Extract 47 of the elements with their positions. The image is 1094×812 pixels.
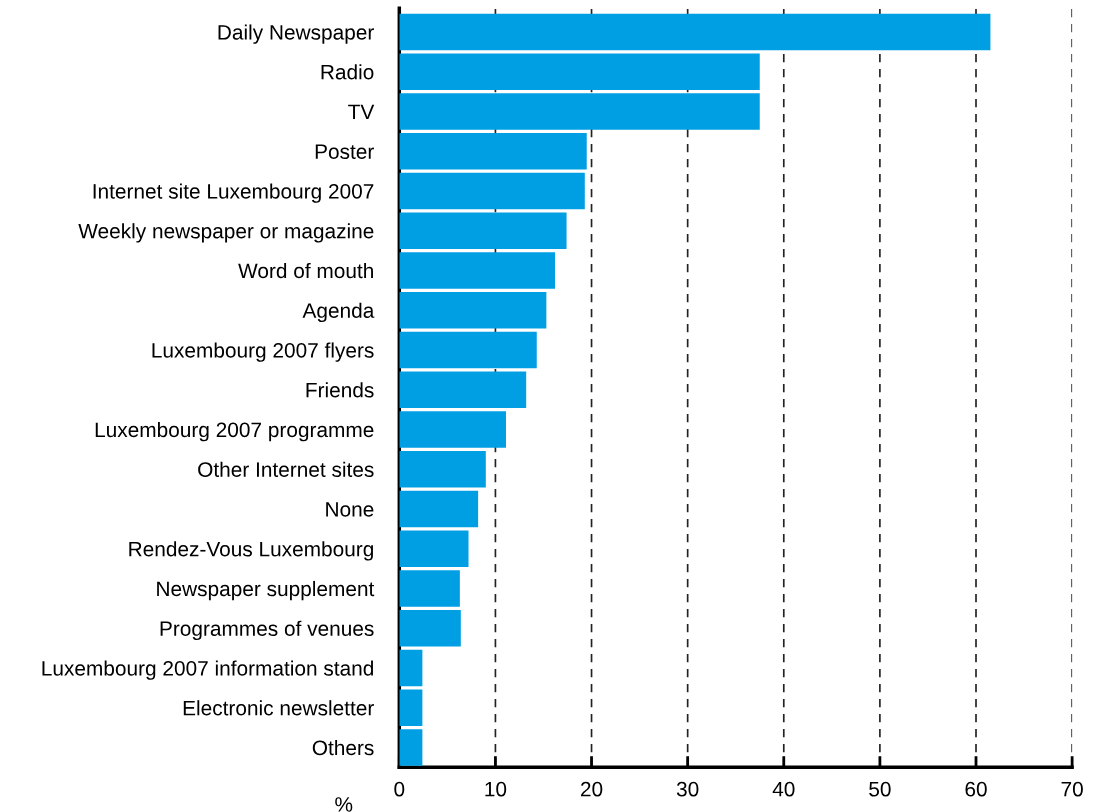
y-tick-label: Luxembourg 2007 flyers [152,342,374,362]
bar [399,331,537,369]
y-tick-label: Word of mouth [238,262,373,279]
x-tick-label: 70 [1061,781,1083,797]
bar [399,53,760,90]
y-tick-label: Agenda [302,302,375,323]
x-axis-title: % [335,797,353,812]
bar [399,450,486,488]
y-tick-label: Others [312,739,374,756]
y-tick-label: Friends [306,382,374,398]
y-tick-label: Weekly newspaper or magazine [78,223,374,243]
y-tick-label: Newspaper supplement [157,580,375,601]
x-tick-label: 50 [869,781,891,797]
bar [399,212,567,249]
bar [399,570,460,607]
bar [399,172,585,210]
x-tick-label: 60 [965,781,987,797]
bar [399,530,469,567]
y-tick-label: Daily Newspaper [218,24,374,44]
y-tick-label: Other Internet sites [198,461,374,477]
bar [399,411,506,448]
x-tick-label: 40 [772,781,795,797]
y-tick-label: Rendez-Vous Luxembourg [129,541,373,561]
bar [399,371,527,408]
bar [399,490,479,528]
y-tick-label: Internet site Luxembourg 2007 [93,183,374,203]
y-tick-label: Luxembourg 2007 programme [95,421,374,442]
y-tick-label: Radio [321,64,374,80]
x-tick-label: 0 [394,781,405,797]
bar [399,252,556,289]
x-tick-label: 20 [581,781,603,797]
bar [399,729,423,766]
x-tick-label: 30 [676,781,699,797]
y-tick-label: TV [348,104,375,120]
y-tick-label: Poster [315,144,374,159]
bar [399,291,547,329]
bar [399,132,587,170]
bar [399,609,461,647]
y-tick-label: Luxembourg 2007 information stand [42,660,373,680]
x-tick-label: 10 [485,781,507,797]
y-tick-label: Electronic newsletter [183,700,374,716]
bar [399,649,423,687]
bar [399,689,423,726]
y-tick-label: None [326,502,374,517]
bar [399,13,991,51]
bar [399,93,760,130]
y-tick-label: Programmes of venues [160,620,374,641]
